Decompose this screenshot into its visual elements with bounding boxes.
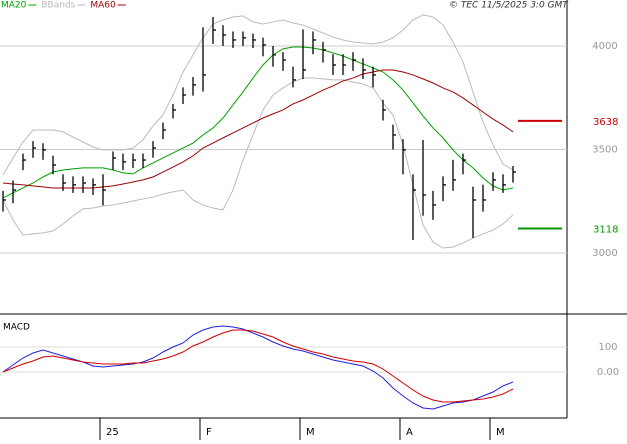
y-tick-label: 0.00 [597,367,619,378]
y-tick-label: 100 [598,342,617,353]
indicator-line [2,14,514,176]
x-tick-label: F [206,427,212,438]
y-tick-label: 3500 [592,144,617,155]
y-tick-label: 4000 [592,41,617,52]
legend-label: MA60 [90,1,116,11]
y-tick-label: 3000 [592,248,617,259]
indicator-line [2,69,514,189]
indicator-line [2,46,514,199]
macd-line [2,329,514,403]
macd-line [2,325,514,410]
source: © TEC 11/5/2025 3:0 GMT [449,1,569,11]
x-tick-label: M [496,427,505,438]
x-tick-label: 25 [106,427,119,438]
level-label: 3638 [593,117,618,128]
x-tick-label: A [406,427,413,438]
macd-title: MACD [3,323,30,333]
band-lower [2,77,514,249]
legend-label: MA20 [1,1,27,11]
x-tick-label: M [306,427,315,438]
level-label: 3118 [593,225,618,236]
legend-label: BBands [41,1,75,11]
